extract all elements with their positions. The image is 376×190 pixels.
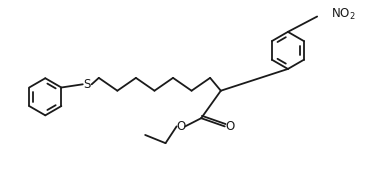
Text: S: S <box>83 78 91 91</box>
Text: O: O <box>176 120 185 133</box>
Text: O: O <box>225 120 234 133</box>
Text: NO$_2$: NO$_2$ <box>331 7 355 22</box>
